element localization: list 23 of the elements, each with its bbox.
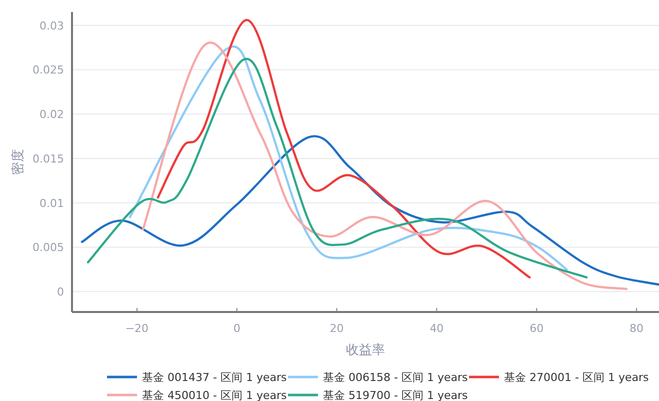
legend-label: 基金 519700 - 区间 1 years: [323, 389, 468, 401]
y-tick-label: 0.01: [40, 196, 64, 210]
y-tick-label: 0.02: [40, 108, 64, 122]
x-tick-label: 60: [530, 322, 544, 335]
y-tick-label: 0.03: [40, 19, 64, 32]
line-series: [86, 58, 588, 278]
x-tick-label: 40: [430, 322, 444, 335]
legend-label: 基金 001437 - 区间 1 years: [142, 371, 287, 384]
x-tick-label: −20: [125, 322, 149, 335]
x-tick-label: 80: [630, 322, 644, 335]
y-tick-label: 0.015: [32, 152, 64, 166]
y-axis-title: 密度: [10, 149, 26, 175]
y-tick-label: 0.025: [32, 64, 64, 77]
x-tick-label: 0: [233, 322, 240, 335]
line-series: [156, 18, 531, 278]
legend-label: 基金 006158 - 区间 1 years: [323, 371, 468, 384]
x-tick-label: 20: [330, 322, 344, 335]
x-axis-title: 收益率: [346, 342, 385, 358]
legend-label: 基金 450010 - 区间 1 years: [142, 389, 287, 401]
y-tick-label: 0.005: [32, 241, 64, 254]
legend-label: 基金 270001 - 区间 1 years: [504, 371, 649, 384]
y-tick-label: 0: [57, 286, 64, 299]
line-series: [80, 135, 659, 286]
